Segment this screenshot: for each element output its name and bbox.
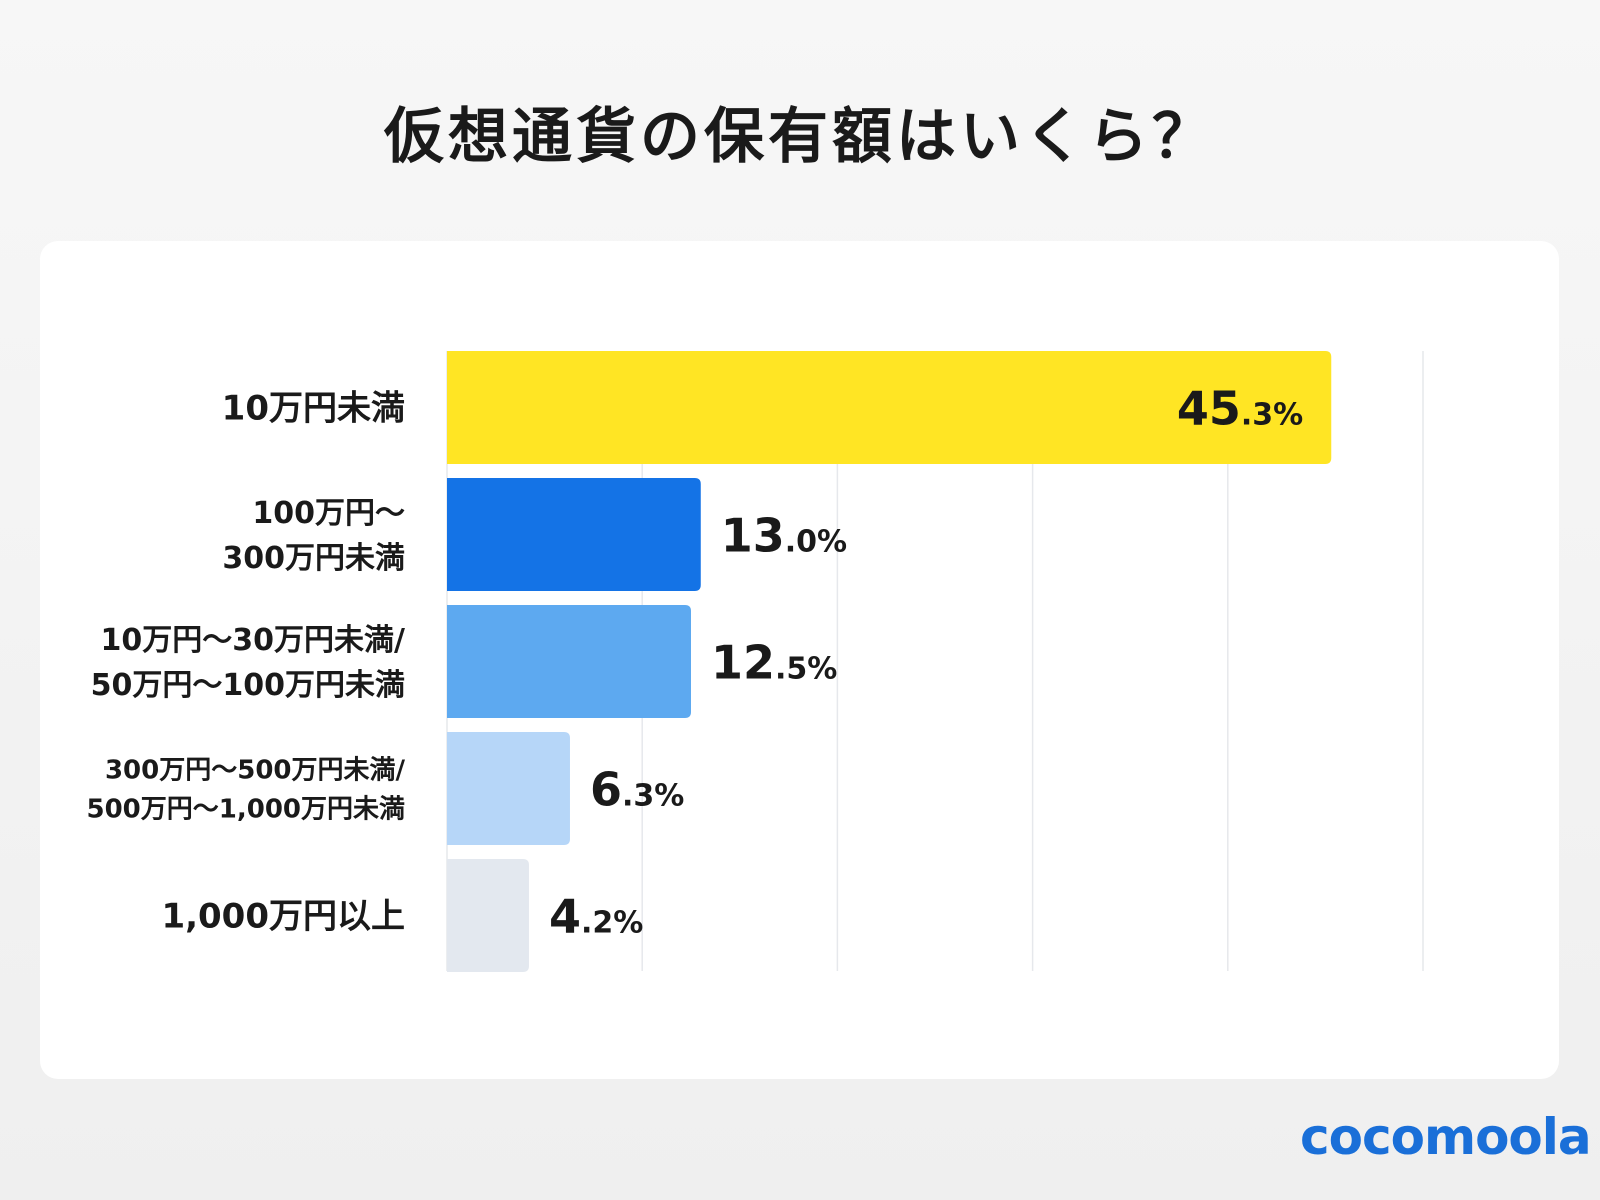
- value-label: 6.3%: [590, 763, 684, 817]
- value-label: 13.0%: [721, 509, 847, 563]
- value-integer: 12: [711, 636, 775, 690]
- category-label-line: 300万円〜500万円未満/: [105, 755, 406, 785]
- bar: [447, 859, 529, 972]
- value-decimal: .5%: [775, 652, 837, 687]
- category-label: 10万円未満: [222, 389, 405, 429]
- value-integer: 4: [549, 890, 581, 944]
- value-label: 12.5%: [711, 636, 837, 690]
- value-label: 45.3%: [1177, 382, 1303, 436]
- value-integer: 45: [1177, 382, 1241, 436]
- value-label: 4.2%: [549, 890, 643, 944]
- value-decimal: .3%: [1241, 398, 1303, 433]
- category-label-line: 100万円〜: [252, 496, 405, 531]
- category-label-line: 10万円〜30万円未満/: [101, 623, 405, 658]
- category-label-line: 1,000万円以上: [161, 897, 405, 937]
- value-decimal: .2%: [581, 906, 643, 941]
- category-label-line: 10万円未満: [222, 389, 405, 429]
- value-integer: 6: [590, 763, 622, 817]
- value-decimal: .0%: [785, 525, 847, 560]
- bar: [447, 732, 570, 845]
- bar: [447, 478, 701, 591]
- category-label-line: 300万円未満: [222, 541, 405, 576]
- bar: [447, 351, 1332, 464]
- category-label-line: 500万円〜1,000万円未満: [86, 794, 405, 824]
- chart-title: 仮想通貨の保有額はいくら？: [384, 102, 1216, 172]
- value-decimal: .3%: [622, 779, 684, 814]
- category-label-line: 50万円〜100万円未満: [91, 668, 405, 703]
- category-label: 100万円〜 300万円未満: [222, 496, 405, 576]
- cocomoola-logo: cocomoola: [1300, 1108, 1592, 1166]
- value-integer: 13: [721, 509, 785, 563]
- bar: [447, 605, 691, 718]
- category-label: 1,000万円以上: [161, 897, 405, 937]
- category-label: 10万円〜30万円未満/50万円〜100万円未満: [91, 623, 405, 703]
- category-label: 300万円〜500万円未満/500万円〜1,000万円未満: [86, 755, 405, 824]
